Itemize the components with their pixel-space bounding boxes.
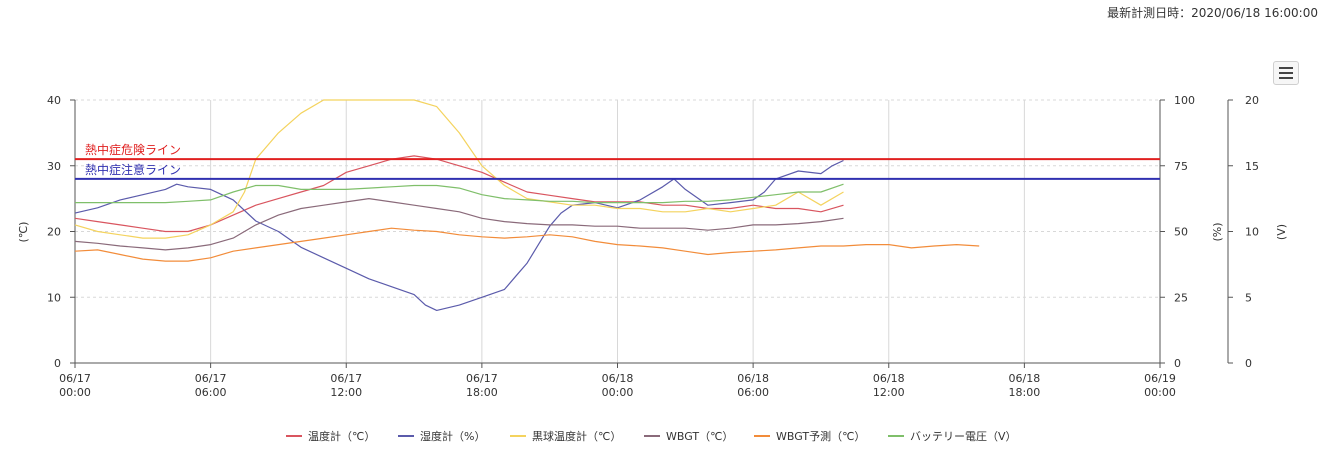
x-tick-label-time: 12:00 <box>873 386 905 399</box>
x-tick-label-date: 06/17 <box>195 372 227 385</box>
y-tick-label-voltage: 5 <box>1245 291 1252 304</box>
y-tick-label-voltage: 20 <box>1245 94 1259 107</box>
y-tick-label-humidity: 0 <box>1174 357 1181 370</box>
y-tick-label-temp: 10 <box>47 291 61 304</box>
x-tick-label-time: 18:00 <box>1009 386 1041 399</box>
x-tick-label-date: 06/17 <box>466 372 498 385</box>
legend-item-label: WBGT（℃） <box>666 430 733 443</box>
y-tick-label-voltage: 10 <box>1245 226 1259 239</box>
hamburger-menu-icon[interactable] <box>1273 61 1299 85</box>
series-line-4 <box>74 198 844 251</box>
series-line-5 <box>74 227 980 262</box>
x-tick-label-date: 06/18 <box>737 372 769 385</box>
x-tick-label-time: 00:00 <box>602 386 634 399</box>
x-tick-label-time: 06:00 <box>737 386 769 399</box>
legend-item-label: 黒球温度計（℃） <box>532 429 621 443</box>
y-tick-label-temp: 20 <box>47 226 61 239</box>
x-tick-label-date: 06/17 <box>330 372 362 385</box>
x-tick-label-time: 00:00 <box>59 386 91 399</box>
series-line-2 <box>74 159 844 311</box>
legend-item-label: 湿度計（%） <box>420 429 485 443</box>
x-tick-label-date: 06/18 <box>602 372 634 385</box>
series-line-6 <box>75 183 844 204</box>
y-tick-label-temp: 0 <box>54 357 61 370</box>
series-line-1 <box>74 155 844 233</box>
last-measured-timestamp: 最新計測日時：2020/06/18 16:00:00 <box>1107 6 1318 20</box>
x-tick-label-date: 06/19 <box>1144 372 1176 385</box>
x-tick-label-date: 06/18 <box>1009 372 1041 385</box>
y-axis-title-temp: (℃) <box>17 222 30 243</box>
legend-item-label: 温度計（℃） <box>308 429 375 443</box>
y-axis-title-voltage: (V) <box>1275 224 1288 240</box>
y-tick-label-humidity: 100 <box>1174 94 1195 107</box>
y-tick-label-humidity: 25 <box>1174 291 1188 304</box>
y-tick-label-temp: 30 <box>47 160 61 173</box>
y-tick-label-humidity: 75 <box>1174 160 1188 173</box>
reference-line-label-1: 熱中症危険ライン <box>85 142 181 157</box>
reference-line-label-2: 熱中症注意ライン <box>85 162 181 177</box>
y-tick-label-voltage: 0 <box>1245 357 1252 370</box>
x-tick-label-time: 06:00 <box>195 386 227 399</box>
y-axis-title-humidity: (%) <box>1211 222 1224 241</box>
y-tick-label-voltage: 15 <box>1245 160 1259 173</box>
x-tick-label-time: 00:00 <box>1144 386 1176 399</box>
x-tick-label-date: 06/17 <box>59 372 91 385</box>
legend-item-label: バッテリー電圧（V） <box>910 430 1017 443</box>
legend-item-label: WBGT予測（℃） <box>776 429 865 443</box>
x-tick-label-date: 06/18 <box>873 372 905 385</box>
y-tick-label-temp: 40 <box>47 94 61 107</box>
x-tick-label-time: 18:00 <box>466 386 498 399</box>
y-tick-label-humidity: 50 <box>1174 226 1188 239</box>
x-tick-label-time: 12:00 <box>330 386 362 399</box>
series-line-3 <box>74 99 844 239</box>
